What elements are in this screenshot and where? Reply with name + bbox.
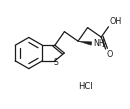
Text: OH: OH [109, 17, 122, 26]
Text: S: S [53, 58, 58, 67]
Text: HCl: HCl [78, 82, 92, 91]
Text: NH: NH [93, 39, 105, 48]
Text: O: O [107, 50, 113, 59]
Text: 2: 2 [101, 43, 105, 48]
Polygon shape [78, 41, 92, 45]
